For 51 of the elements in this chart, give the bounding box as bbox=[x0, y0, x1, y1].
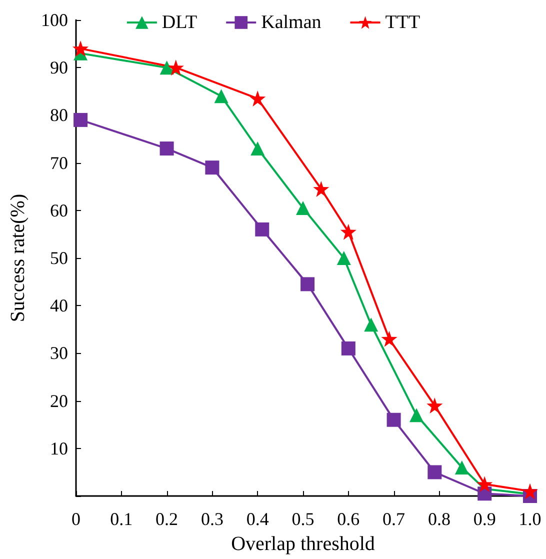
point bbox=[300, 277, 315, 292]
y-tick-label: 50 bbox=[50, 248, 68, 268]
point bbox=[250, 90, 266, 107]
legend-label: Kalman bbox=[261, 12, 322, 33]
point bbox=[340, 224, 356, 240]
point bbox=[428, 465, 442, 480]
x-axis-title: Overlap threshold bbox=[231, 533, 375, 555]
y-tick-label: 20 bbox=[50, 390, 68, 411]
y-tick-label: 70 bbox=[50, 152, 68, 173]
y-tick-label: 10 bbox=[50, 438, 68, 458]
point bbox=[168, 60, 184, 76]
y-tick-label: 80 bbox=[50, 105, 68, 126]
y-axis-title: Success rate(%) bbox=[7, 194, 29, 322]
point bbox=[341, 341, 356, 356]
x-tick-label: 0.9 bbox=[473, 509, 496, 529]
x-tick-label: 0.3 bbox=[200, 509, 224, 529]
point bbox=[476, 476, 493, 492]
point bbox=[74, 112, 88, 127]
point bbox=[160, 60, 174, 75]
y-tick-label: 40 bbox=[50, 296, 68, 316]
legend-label: TTT bbox=[385, 12, 420, 33]
x-tick-label: 0.2 bbox=[156, 509, 178, 529]
point bbox=[296, 201, 310, 216]
point bbox=[160, 142, 174, 156]
y-tick-label: 60 bbox=[50, 200, 68, 220]
legend-label: DLT bbox=[162, 12, 198, 33]
x-tick-label: 0 bbox=[72, 509, 80, 529]
point bbox=[255, 222, 270, 236]
point bbox=[381, 330, 398, 347]
point bbox=[214, 89, 228, 104]
point bbox=[336, 251, 351, 265]
y-tick-label: 30 bbox=[50, 343, 68, 364]
y-tick-label: 90 bbox=[50, 58, 68, 78]
x-tick-label: 0.4 bbox=[246, 509, 269, 529]
point bbox=[410, 408, 424, 422]
x-tick-label: 0.7 bbox=[382, 509, 406, 529]
point bbox=[250, 142, 265, 156]
point bbox=[522, 483, 538, 500]
x-tick-label: 0.5 bbox=[292, 509, 314, 529]
point bbox=[364, 318, 378, 332]
point bbox=[386, 412, 401, 427]
x-tick-label: 0.1 bbox=[110, 509, 133, 529]
point bbox=[313, 180, 330, 197]
point bbox=[426, 398, 443, 414]
point bbox=[454, 460, 469, 474]
y-tick-label: 100 bbox=[41, 10, 68, 30]
x-tick-label: 0.8 bbox=[428, 509, 450, 529]
x-tick-label: 1.0 bbox=[518, 509, 542, 529]
point bbox=[205, 160, 220, 175]
point bbox=[72, 40, 89, 57]
x-tick-label: 0.6 bbox=[337, 509, 360, 529]
